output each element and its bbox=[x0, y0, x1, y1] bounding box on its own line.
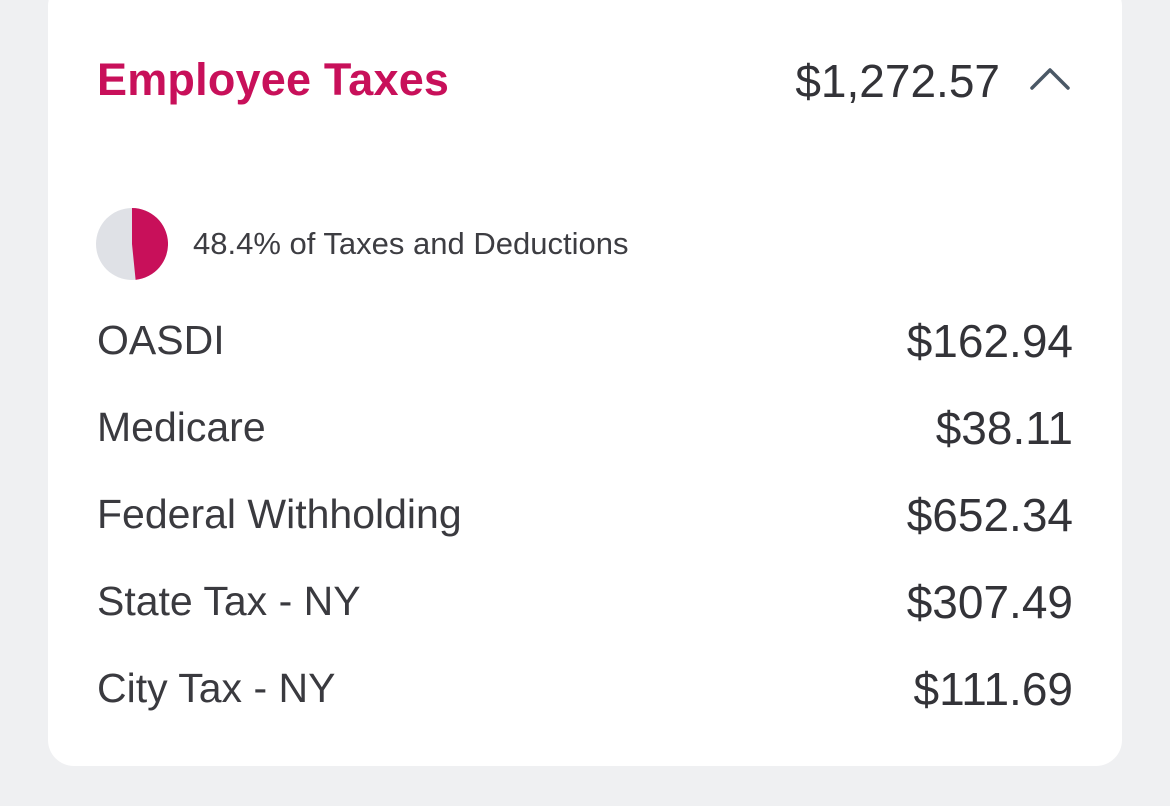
tax-item-row[interactable]: City Tax - NY $111.69 bbox=[97, 645, 1073, 732]
tax-item-label: City Tax - NY bbox=[97, 665, 336, 711]
chevron-up-icon bbox=[1030, 68, 1070, 90]
tax-item-label: Federal Withholding bbox=[97, 491, 462, 537]
tax-item-row[interactable]: OASDI $162.94 bbox=[97, 297, 1073, 384]
tax-item-row[interactable]: State Tax - NY $307.49 bbox=[97, 558, 1073, 645]
tax-item-amount: $162.94 bbox=[906, 315, 1073, 367]
tax-item-label: State Tax - NY bbox=[97, 578, 361, 624]
share-text: 48.4% of Taxes and Deductions bbox=[193, 226, 629, 261]
share-pie bbox=[96, 208, 168, 280]
pie-slice bbox=[132, 208, 168, 280]
tax-item-amount: $38.11 bbox=[935, 402, 1073, 454]
tax-item-label: Medicare bbox=[97, 404, 266, 450]
employee-taxes-card bbox=[48, 0, 1122, 766]
tax-item-amount: $307.49 bbox=[906, 576, 1073, 628]
tax-item-amount: $652.34 bbox=[906, 489, 1073, 541]
tax-item-row[interactable]: Federal Withholding $652.34 bbox=[97, 471, 1073, 558]
tax-item-row[interactable]: Medicare $38.11 bbox=[97, 384, 1073, 471]
tax-items-list: OASDI $162.94 Medicare $38.11 Federal Withho… bbox=[97, 297, 1073, 732]
collapse-button[interactable] bbox=[1020, 52, 1080, 108]
tax-item-amount: $111.69 bbox=[913, 663, 1073, 715]
tax-item-label: OASDI bbox=[97, 317, 225, 363]
section-total[interactable]: $1,272.57 bbox=[795, 55, 1000, 107]
pie-chart-icon bbox=[96, 208, 168, 280]
section-title[interactable]: Employee Taxes bbox=[97, 54, 450, 105]
